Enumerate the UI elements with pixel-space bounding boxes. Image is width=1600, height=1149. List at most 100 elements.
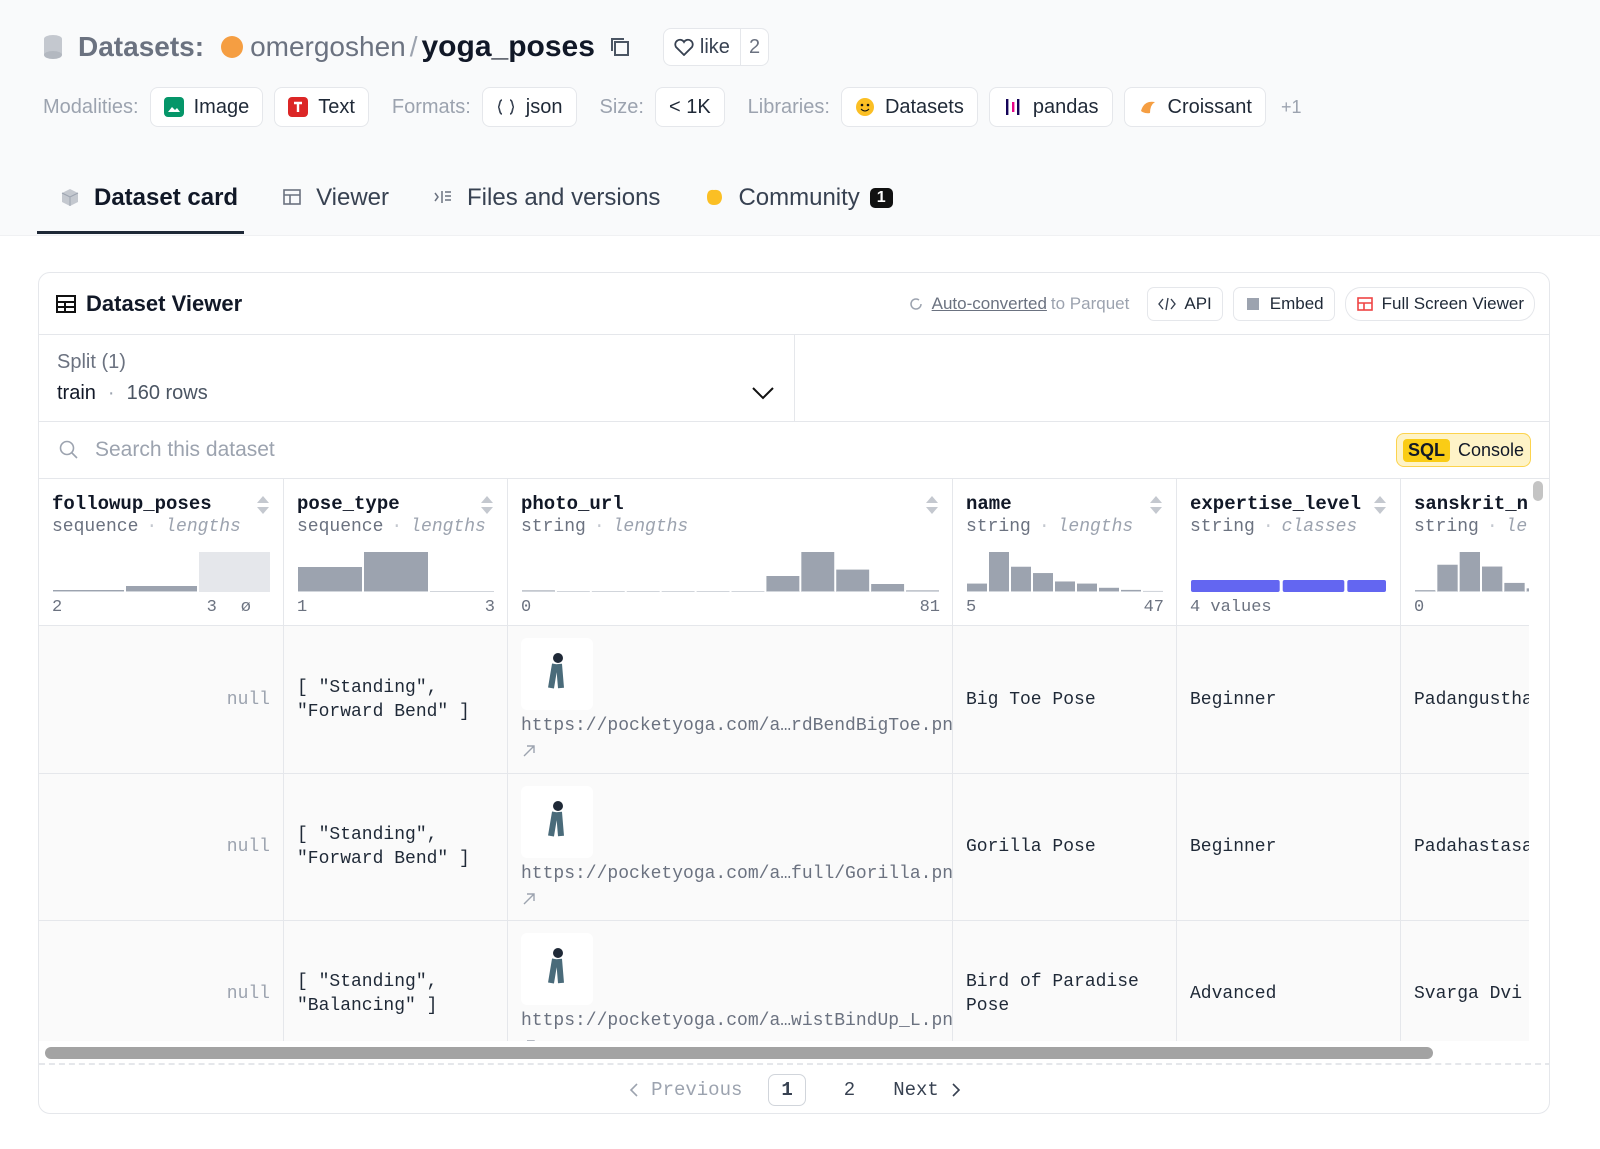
sort-button[interactable] bbox=[479, 494, 495, 516]
chevron-left bbox=[630, 1083, 638, 1097]
parquet-link[interactable]: Auto-converted bbox=[931, 293, 1047, 313]
button-icon-part bbox=[1357, 301, 1372, 310]
library-tag-icon-part bbox=[860, 103, 864, 107]
library-tag-text: Datasets bbox=[884, 95, 964, 118]
viewer-button[interactable]: API bbox=[1147, 286, 1223, 321]
hist-axis: 2 3 ø bbox=[52, 598, 271, 617]
pose-image bbox=[521, 786, 593, 858]
more-tags[interactable]: +1 bbox=[1280, 96, 1302, 117]
url-text[interactable]: https://pocketyoga.com/a…wistBindUp_L.pn… bbox=[521, 1011, 953, 1031]
table-cell: Padangustha bbox=[1401, 626, 1529, 774]
hist-bar bbox=[1033, 573, 1053, 592]
viewer-button[interactable]: Full Screen Viewer bbox=[1344, 286, 1535, 321]
table-cell: Svarga Dvi bbox=[1401, 921, 1529, 1041]
format-tag[interactable]: json bbox=[481, 87, 577, 127]
hist-axis: 4 values bbox=[1190, 598, 1388, 617]
url-text[interactable]: https://pocketyoga.com/a…rdBendBigToe.pn… bbox=[521, 716, 953, 736]
sort-button[interactable] bbox=[924, 494, 940, 516]
split-selector[interactable]: Split (1) train · 160 rows bbox=[39, 335, 795, 422]
cell-text: Svarga Dvi bbox=[1414, 984, 1523, 1004]
library-tag[interactable]: pandas bbox=[988, 87, 1113, 127]
hist-bar bbox=[1526, 588, 1529, 592]
tab[interactable]: Community 1 bbox=[704, 184, 893, 212]
url-text[interactable]: https://pocketyoga.com/a…full/Gorilla.pn… bbox=[521, 864, 953, 884]
repo-name[interactable]: yoga_poses bbox=[421, 30, 595, 63]
column-type: sequence · lengths bbox=[297, 517, 486, 537]
histogram bbox=[1415, 552, 1529, 592]
avatar-part bbox=[221, 36, 244, 58]
button-icon bbox=[1158, 297, 1177, 310]
hist-bar bbox=[871, 584, 905, 592]
hist-bar bbox=[364, 552, 428, 592]
cell-text: Big Toe Pose bbox=[966, 689, 1096, 710]
hist-base bbox=[1033, 591, 1053, 592]
viewer-button[interactable]: Embed bbox=[1232, 286, 1335, 321]
modality-tag[interactable]: Image bbox=[149, 87, 264, 127]
library-tag[interactable]: Datasets bbox=[840, 87, 978, 127]
modality-tag-icon bbox=[163, 97, 184, 117]
pager-next[interactable]: Next bbox=[893, 1079, 961, 1101]
tab[interactable]: Dataset card bbox=[60, 184, 238, 212]
scrollbar-thumb[interactable] bbox=[45, 1047, 1433, 1059]
copy-button[interactable] bbox=[609, 36, 631, 58]
pose-figure bbox=[548, 653, 564, 689]
library-tag-icon-part bbox=[1005, 99, 1009, 115]
column-header: expertise_level string · classes 4 values bbox=[1177, 479, 1401, 626]
modality-tag-text: Text bbox=[318, 95, 355, 118]
sql-console-button[interactable]: SQL Console bbox=[1395, 433, 1531, 467]
split-name: train bbox=[57, 382, 96, 404]
hist-bar bbox=[801, 552, 835, 592]
hist-bar bbox=[1099, 587, 1119, 592]
modality-tag-icon bbox=[288, 97, 309, 117]
sort-button[interactable] bbox=[255, 494, 271, 516]
like-label: like bbox=[664, 36, 740, 59]
hist-bar bbox=[766, 576, 800, 592]
like-button[interactable]: like 2 bbox=[662, 28, 770, 66]
column-header: photo_url string · lengths 0 81 bbox=[508, 479, 953, 626]
tab[interactable]: Viewer bbox=[282, 184, 389, 212]
page-button[interactable]: 1 bbox=[768, 1074, 806, 1106]
hist-base bbox=[1482, 591, 1503, 592]
tab[interactable]: Files and versions bbox=[433, 184, 660, 212]
column-name: sanskrit_na bbox=[1414, 493, 1529, 515]
hist-base bbox=[801, 591, 835, 592]
button-icon-part bbox=[1246, 297, 1259, 310]
library-tag-icon-part bbox=[866, 103, 870, 107]
size-tag[interactable]: < 1K bbox=[654, 87, 725, 127]
chevron-right-part bbox=[952, 1083, 960, 1097]
split-label: Split (1) bbox=[57, 351, 126, 373]
split-bg bbox=[795, 335, 1549, 422]
split-dot: · bbox=[107, 382, 115, 404]
sort-button[interactable] bbox=[1372, 494, 1388, 516]
sql-badge: SQL bbox=[1402, 438, 1450, 462]
hist-base bbox=[522, 591, 555, 592]
dataset-viewer: Dataset Viewer Auto-converted to Parquet AP… bbox=[38, 272, 1550, 1114]
stat-kind: le bbox=[1505, 517, 1528, 537]
hist-base bbox=[871, 591, 905, 592]
column-name: expertise_level bbox=[1190, 493, 1362, 515]
table-cell: null bbox=[39, 921, 284, 1041]
cell-text: Beginner bbox=[1190, 689, 1277, 710]
hist-base bbox=[1055, 591, 1075, 592]
column-header: name string · lengths 5 47 bbox=[953, 479, 1177, 626]
library-tag[interactable]: Croissant bbox=[1123, 87, 1266, 127]
page-button[interactable]: 2 bbox=[843, 1079, 856, 1101]
tab-icon-part bbox=[434, 192, 439, 202]
section-label: Datasets: bbox=[78, 31, 205, 62]
sort-button-part bbox=[1374, 496, 1386, 514]
modality-tag[interactable]: Text bbox=[274, 87, 369, 127]
hist-base bbox=[661, 591, 695, 592]
cell-text: Bird of Paradise Pose bbox=[966, 972, 1139, 1016]
hist-base bbox=[53, 591, 124, 592]
hist-base bbox=[626, 591, 660, 592]
hist-axis: 0 81 bbox=[521, 598, 940, 617]
search-input[interactable]: Search this dataset bbox=[95, 438, 275, 461]
owner-link[interactable]: omergoshen bbox=[250, 31, 406, 62]
pager: Previous 1 2 Next bbox=[39, 1073, 1549, 1107]
tag-label: Libraries: bbox=[747, 95, 830, 118]
stat-kind: lengths bbox=[410, 517, 486, 537]
sort-button[interactable] bbox=[1148, 494, 1164, 516]
pager-previous[interactable]: Previous bbox=[629, 1079, 742, 1101]
pose-figure-part bbox=[548, 663, 564, 689]
hist-bar bbox=[1437, 564, 1458, 592]
